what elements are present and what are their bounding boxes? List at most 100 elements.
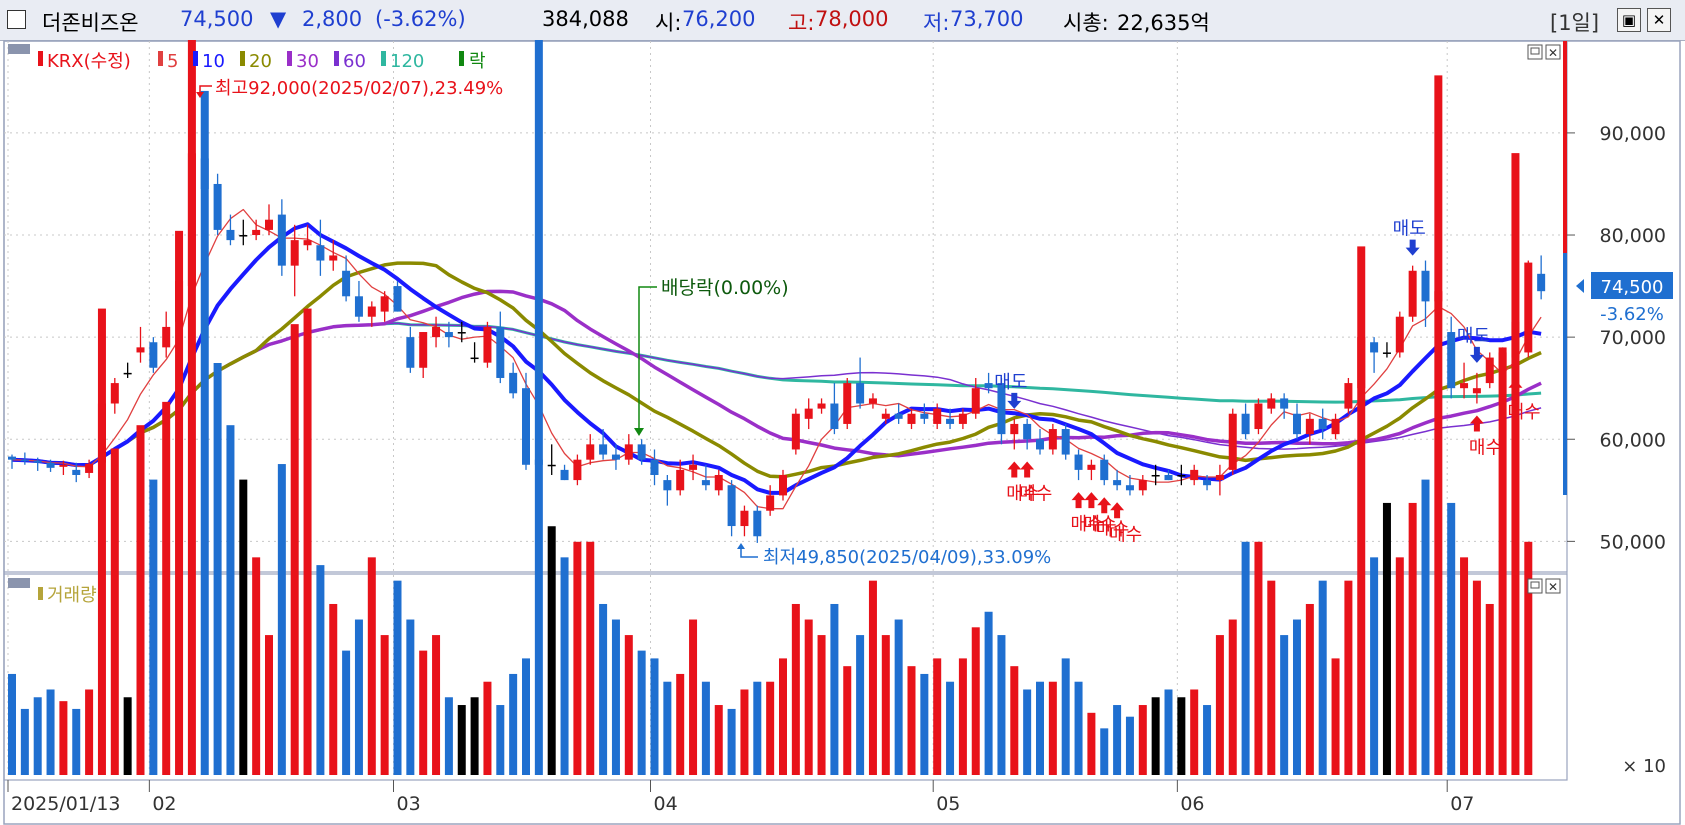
volume-bar bbox=[46, 689, 55, 775]
candle-body bbox=[1061, 429, 1070, 455]
select-checkbox[interactable] bbox=[7, 10, 26, 29]
high-price: 78,000 bbox=[815, 7, 889, 31]
candle-body bbox=[868, 398, 877, 404]
volume-bar bbox=[1048, 681, 1057, 775]
volume-bar bbox=[509, 673, 518, 775]
candle-body bbox=[1485, 357, 1494, 384]
price-change-pct: (-3.62%) bbox=[375, 7, 466, 31]
panel-restore-icon[interactable] bbox=[1527, 44, 1543, 60]
candle-body bbox=[791, 413, 800, 450]
candle-body bbox=[432, 326, 441, 338]
candle-body bbox=[547, 464, 556, 467]
candle-body bbox=[1370, 342, 1379, 353]
volume-bar bbox=[611, 619, 620, 775]
volume-bar bbox=[123, 697, 132, 775]
candle-body bbox=[72, 469, 81, 475]
candle-body bbox=[1421, 270, 1430, 302]
volume-bar bbox=[136, 425, 145, 775]
candle-body bbox=[1293, 413, 1301, 435]
volume-panel-handle-icon[interactable] bbox=[8, 578, 30, 588]
volume-bar bbox=[277, 464, 286, 775]
candle-body bbox=[804, 408, 813, 419]
buy-signal-label: 매수 bbox=[1507, 402, 1540, 423]
candle-body bbox=[136, 347, 145, 353]
last-price-tag bbox=[1591, 272, 1673, 299]
volume-bar bbox=[1421, 479, 1430, 775]
volume-bar bbox=[791, 603, 800, 775]
volume-bar bbox=[1344, 580, 1353, 775]
volume-bar bbox=[830, 603, 839, 775]
volume-bar bbox=[599, 603, 608, 775]
restore-icon[interactable]: ▣ bbox=[1617, 8, 1641, 32]
period-selector[interactable]: [1일] bbox=[1550, 11, 1600, 35]
legend-volume: 거래량 bbox=[47, 585, 97, 606]
volume-bar bbox=[997, 635, 1006, 775]
svg-text:✕: ✕ bbox=[1548, 580, 1558, 594]
volume-bar bbox=[1190, 689, 1199, 775]
legend-ma-20: 20 bbox=[249, 51, 272, 72]
candle-body bbox=[740, 510, 749, 527]
volume-bar bbox=[187, 40, 196, 775]
panel-handle-icon[interactable] bbox=[8, 44, 30, 54]
volume-bar bbox=[1228, 619, 1237, 775]
buy-signal-label: 매수 bbox=[1096, 519, 1129, 540]
volume-scale-label: × 10 bbox=[1622, 756, 1666, 777]
low-annotation: 최저49,850(2025/04/09),33.09% bbox=[763, 547, 1051, 568]
volume-bar bbox=[444, 697, 453, 775]
high-label: 고: bbox=[788, 11, 815, 35]
volume-bar bbox=[1215, 635, 1224, 775]
candle-body bbox=[676, 469, 685, 491]
last-price-label: 74,500 bbox=[1601, 277, 1664, 298]
candle-body bbox=[354, 296, 363, 317]
candle-body bbox=[226, 229, 235, 241]
volume-bar bbox=[1267, 580, 1276, 775]
volume-bar bbox=[303, 308, 312, 775]
volume-close-icon[interactable] bbox=[1545, 578, 1561, 594]
candle-body bbox=[1203, 480, 1212, 486]
candle-body bbox=[637, 444, 646, 460]
candle-body bbox=[20, 459, 29, 462]
buy-signal-label: 매수 bbox=[1469, 438, 1502, 459]
month-tick-label: 06 bbox=[1180, 793, 1204, 815]
candle-body bbox=[277, 214, 286, 266]
volume-bar bbox=[547, 526, 556, 775]
close-icon[interactable]: ✕ bbox=[1647, 8, 1671, 32]
legend-ma-30: 30 bbox=[296, 51, 319, 72]
volume-bar bbox=[843, 666, 852, 775]
candle-body bbox=[470, 357, 479, 360]
sell-signal-label: 매도 bbox=[1393, 219, 1426, 240]
candle-body bbox=[779, 474, 787, 496]
candle-body bbox=[689, 464, 698, 470]
volume-restore-icon[interactable] bbox=[1527, 578, 1543, 594]
candle-body bbox=[1447, 332, 1456, 389]
volume-bar bbox=[252, 557, 261, 775]
candle-body bbox=[881, 413, 890, 419]
volume-bar bbox=[1241, 541, 1250, 775]
candle-body bbox=[162, 326, 171, 348]
volume-bar bbox=[907, 666, 916, 775]
price-tick-label: 90,000 bbox=[1600, 123, 1666, 145]
open-price: 76,200 bbox=[682, 7, 756, 31]
sell-arrow-icon bbox=[1007, 392, 1022, 409]
candle-body bbox=[213, 183, 222, 230]
candle-body bbox=[1087, 464, 1096, 470]
candle-body bbox=[907, 413, 916, 424]
volume-bar bbox=[766, 681, 775, 775]
panel-close-icon[interactable] bbox=[1545, 44, 1561, 60]
candle-body bbox=[984, 383, 993, 389]
buy-signal-label: 매수 bbox=[1083, 514, 1116, 535]
candle-body bbox=[727, 485, 736, 527]
legend-swatch bbox=[158, 51, 163, 66]
volume-bar bbox=[663, 681, 672, 775]
volume-bar bbox=[1087, 712, 1096, 775]
candle-body bbox=[496, 326, 505, 378]
last-change-label: -3.62% bbox=[1600, 304, 1664, 325]
low-price: 73,700 bbox=[950, 7, 1024, 31]
candle-body bbox=[573, 459, 582, 481]
legend-swatch bbox=[287, 51, 292, 66]
volume-bar bbox=[8, 673, 16, 775]
candle-body bbox=[149, 342, 158, 368]
candle-body bbox=[920, 413, 929, 419]
legend-ma-10: 10 bbox=[202, 51, 225, 72]
sell-arrow-icon bbox=[1469, 346, 1484, 363]
